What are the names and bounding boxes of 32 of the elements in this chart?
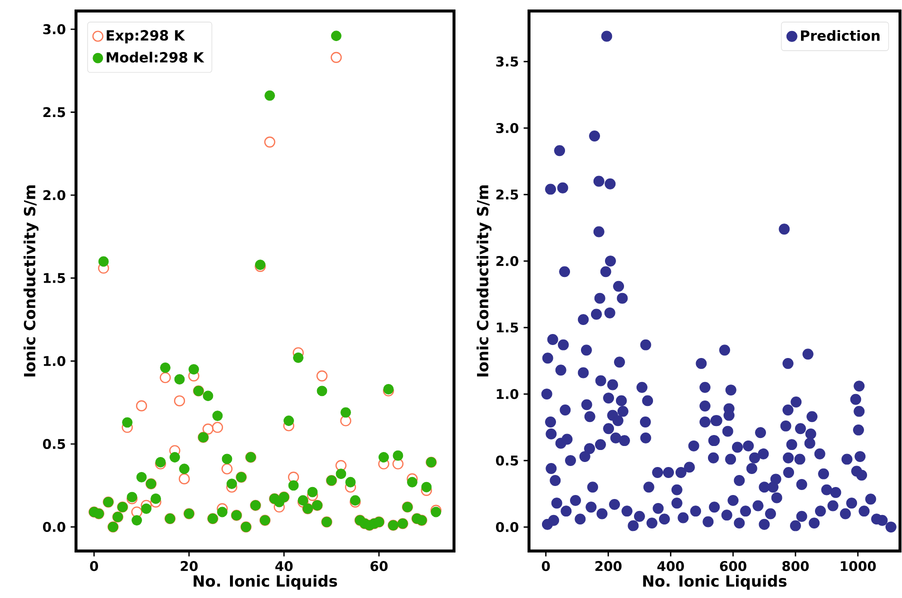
y-tick-label: 2.0: [43, 190, 66, 200]
x-tick-label: 1000: [840, 561, 876, 572]
x-tick-label: 40: [275, 561, 293, 572]
y-tick-label: 3.0: [43, 24, 66, 34]
x-tick-label: 20: [180, 561, 198, 572]
x-axis-title: No. Ionic Liquids: [194, 574, 338, 590]
legend-label: Model:298 K: [106, 52, 204, 63]
y-tick-label: 2.5: [496, 189, 518, 200]
x-axis-title: No. Ionic Liquids: [643, 574, 787, 590]
x-tick-label: 60: [370, 561, 388, 572]
x-tick-label: 400: [657, 561, 684, 572]
y-tick-label: 0.5: [496, 455, 518, 466]
y-tick-label: 3.0: [496, 122, 518, 134]
y-tick-label: 2.0: [496, 256, 518, 266]
y-tick-label: 0.0: [42, 522, 66, 532]
y-tick-label: 3.5: [496, 56, 518, 67]
y-tick-label: 1.5: [44, 273, 66, 284]
x-tick-label: 800: [782, 561, 809, 572]
y-tick-label: 1.0: [44, 356, 66, 366]
y-tick-label: 0.0: [496, 522, 518, 532]
x-tick-label: 600: [720, 561, 746, 572]
y-tick-label: 1.5: [496, 322, 518, 332]
y-tick-label: 0.5: [42, 438, 66, 450]
x-tick-label: 0: [90, 561, 98, 572]
y-axis-title: Ionic Conductivity S/m: [24, 185, 39, 376]
x-tick-label: 200: [595, 561, 622, 572]
legend-label: Prediction: [801, 30, 880, 41]
y-axis-title: Ionic Conductivity S/m: [476, 185, 492, 376]
y-tick-label: 1.0: [496, 388, 518, 400]
y-tick-label: 2.5: [43, 107, 66, 118]
legend-label: Exp:298 K: [106, 30, 186, 44]
x-tick-label: 0: [542, 561, 550, 572]
